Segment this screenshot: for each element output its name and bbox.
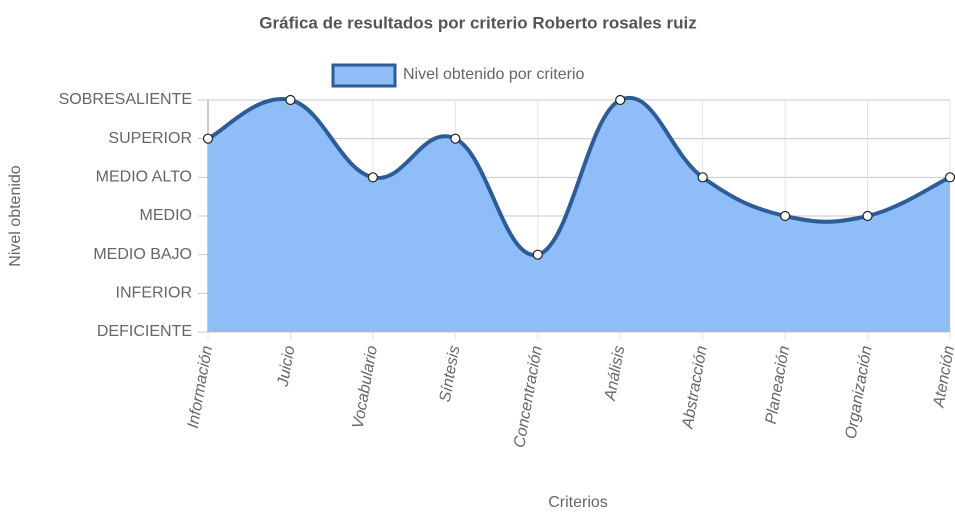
legend-label: Nivel obtenido por criterio bbox=[403, 66, 585, 83]
point bbox=[450, 133, 461, 144]
x-tick-label: Análisis bbox=[602, 344, 629, 402]
point bbox=[615, 94, 626, 106]
point bbox=[202, 133, 214, 144]
area-fill bbox=[208, 97, 950, 333]
y-tick-label: SUPERIOR bbox=[108, 130, 192, 147]
x-tick-label: Abstracción bbox=[679, 344, 710, 430]
y-tick-label: MEDIO bbox=[140, 207, 192, 224]
x-tick-label: Planeación bbox=[763, 344, 794, 425]
x-axis-title: Criterios bbox=[548, 494, 608, 511]
x-tick-label: Vocabulario bbox=[350, 344, 381, 430]
x-tick-label: Organización bbox=[843, 344, 876, 440]
x-tick-label: Juicio bbox=[275, 344, 299, 388]
x-tick-label: Información bbox=[185, 344, 216, 429]
x-tick-label: Síntesis bbox=[437, 344, 464, 403]
x-tick-label: Concentración bbox=[511, 344, 546, 449]
point bbox=[862, 210, 873, 222]
point bbox=[367, 172, 378, 183]
point bbox=[285, 94, 296, 106]
chart-title: Gráfica de resultados por criterio Rober… bbox=[259, 13, 696, 32]
y-tick-label: SOBRESALIENTE bbox=[59, 91, 192, 108]
y-tick-label: MEDIO ALTO bbox=[96, 169, 192, 186]
line bbox=[207, 95, 951, 257]
point bbox=[780, 210, 791, 222]
point bbox=[697, 172, 708, 183]
point bbox=[944, 172, 955, 183]
y-tick-label: MEDIO BAJO bbox=[93, 246, 192, 263]
legend-swatch bbox=[331, 63, 397, 88]
x-tick-label: Atención bbox=[930, 344, 955, 409]
y-tick-label: DEFICIENTE bbox=[97, 323, 192, 340]
y-tick-label: INFERIOR bbox=[116, 285, 192, 302]
point bbox=[532, 249, 543, 260]
y-axis-title: Nivel obtenido bbox=[7, 165, 24, 267]
